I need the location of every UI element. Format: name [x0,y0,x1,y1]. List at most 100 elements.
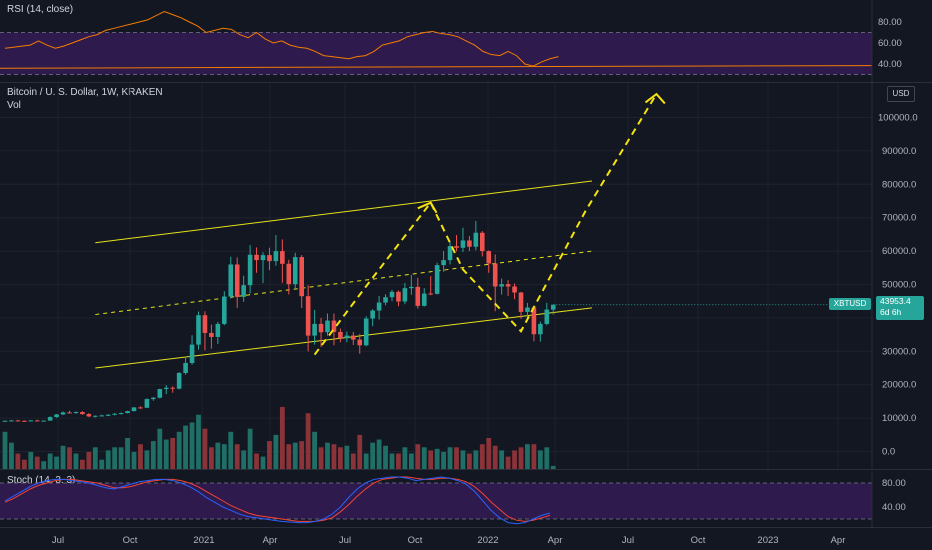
stoch-d-line [4,476,551,522]
candle-body [170,387,175,389]
candle-body [105,414,111,416]
volume-bar [176,431,182,469]
stoch-label[interactable]: Stoch (14, 3, 3) [7,475,76,486]
volume-bar [486,438,492,469]
price-pane[interactable]: Bitcoin / U. S. Dollar, 1W, KRAKEN Vol 1… [0,83,932,470]
candle-body [480,232,485,252]
candle-body [518,292,524,312]
volume-bar [325,442,330,469]
volume-bar [312,431,317,469]
candle-body [357,339,363,346]
candle-body [86,414,92,417]
rsi-tick-label: 40.00 [878,59,902,70]
volume-bar [279,407,285,469]
candle-body [267,255,272,262]
price-tick-label: 80000.0 [882,179,916,190]
volume-bar [338,447,343,469]
time-axis[interactable]: Jul Oct 2021 Apr Jul Oct 2022 Apr Jul Oct 2023 Apr [0,528,932,550]
candle-body [247,254,253,286]
candle-body [112,413,117,415]
rsi-tick-label: 80.00 [878,17,902,28]
volume-bar [531,444,537,469]
candle-body [228,264,234,297]
stoch-chart[interactable]: 80.00 40.00 [0,471,932,528]
volume-bar [209,447,214,469]
candle-body [163,387,169,390]
projection-arrowhead [644,92,666,105]
stoch-tick-label: 80.00 [882,478,906,489]
candle-body [54,414,59,418]
volume-bar [421,447,427,469]
rsi-pane[interactable]: RSI (14, close) 80.00 60.00 40.00 [0,0,932,83]
channel-mid-line [95,250,593,316]
candle-body [241,285,246,297]
candle-body [331,320,337,332]
volume-bar [170,438,176,469]
volume-bar [9,442,14,469]
candle-body [486,251,492,264]
time-tick-label: Apr [263,535,278,546]
candle-body [196,315,201,345]
volume-bar [183,425,188,469]
candle-body [2,420,8,422]
volume-bar [447,447,453,469]
stoch-pane[interactable]: Stoch (14, 3, 3) 80.00 40.00 [0,471,932,528]
volume-bar [370,442,376,469]
volume-bar [460,450,466,469]
volume-bar [28,451,34,469]
volume-bar [389,453,395,469]
symbol-title[interactable]: Bitcoin / U. S. Dollar, 1W, KRAKEN [7,87,163,98]
candle-body [99,415,105,417]
volume-bar [41,461,47,469]
time-tick-label: Jul [339,535,351,546]
time-tick-label: Oct [408,535,423,546]
candle-body [292,257,298,285]
volume-bar [202,428,208,469]
candle-body [260,255,266,261]
volume-bar [363,453,369,469]
volume-bar [544,447,550,469]
time-tick-label: Jul [52,535,64,546]
volume-bar [86,451,92,469]
candle-body [93,415,98,417]
volume-bar [21,459,27,469]
time-tick-label: Oct [691,535,706,546]
candle-body [202,315,208,333]
rsi-label[interactable]: RSI (14, close) [7,4,74,15]
volume-bar [15,453,21,469]
candle-body [428,293,433,295]
time-tick-label: Jul [622,535,634,546]
candle-body [415,286,421,306]
candle-body [505,284,511,287]
currency-button[interactable]: USD [887,86,915,102]
candle-body [286,263,292,285]
volume-bar [60,445,66,469]
candle-body [389,291,395,298]
volume-bar [215,442,221,469]
volume-bar [396,453,401,469]
rsi-chart[interactable]: 80.00 60.00 40.00 [0,0,932,83]
last-price: 43953.4 [880,296,911,306]
price-tick-label: 100000.0 [878,113,918,124]
volume-bar [254,453,259,469]
volume-bar [196,414,201,469]
candle-body [254,254,259,261]
candle-body [67,412,72,414]
volume-bar [518,447,524,469]
volume-bar [286,444,292,469]
candle-body [338,331,343,339]
volume-bar [34,456,40,469]
volume-bar [402,447,408,469]
volume-bar [131,451,137,469]
candle-body [370,310,375,319]
candle-body [402,288,408,302]
volume-bar [383,445,388,469]
candle-body [41,420,46,422]
candle-body [131,407,137,412]
volume-bar [228,431,234,469]
candle-body [447,246,453,261]
price-chart[interactable]: 100000.0 90000.0 80000.0 70000.0 60000.0 5000… [0,83,932,470]
projection-path [313,93,658,356]
candle-body [318,323,324,333]
volume-label[interactable]: Vol [7,100,21,111]
